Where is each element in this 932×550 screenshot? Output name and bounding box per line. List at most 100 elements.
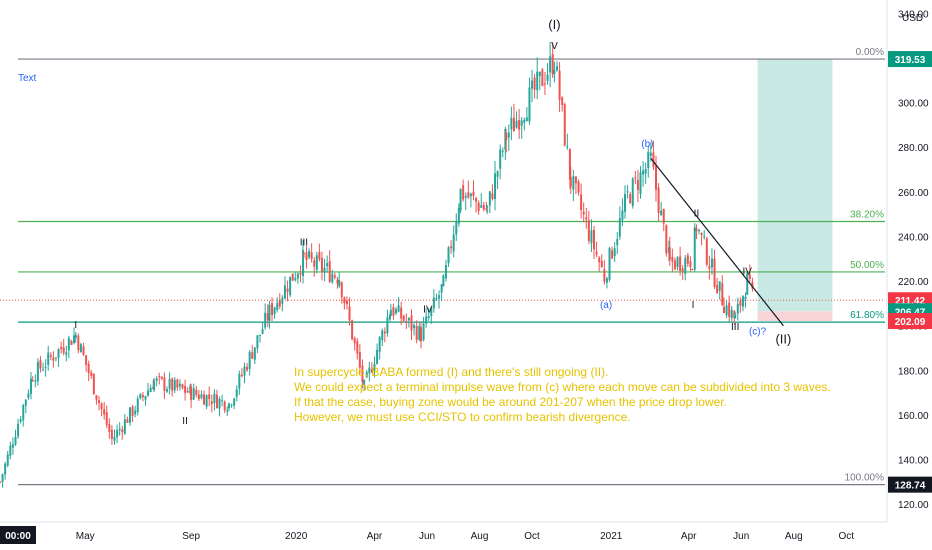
candle-body: [464, 195, 467, 198]
candle-body: [144, 396, 147, 400]
candle-body: [251, 352, 254, 359]
candle-body: [662, 208, 665, 224]
wave-label: (II): [775, 332, 791, 347]
candle-body: [546, 74, 549, 81]
candle-body: [315, 255, 318, 270]
candle-body: [195, 389, 198, 395]
candle-body: [39, 360, 42, 369]
candle-body: [386, 317, 389, 334]
candle-body: [455, 221, 458, 235]
candle-body: [397, 305, 400, 312]
candle-body: [261, 329, 264, 334]
candle-body: [668, 247, 671, 260]
wave-label: I: [74, 320, 77, 331]
candle-body: [580, 194, 583, 210]
candle-body: [472, 191, 475, 196]
candle-body: [533, 77, 536, 90]
candle-body: [698, 230, 701, 232]
candle-body: [605, 278, 608, 283]
candle-body: [410, 315, 413, 331]
candle-body: [553, 70, 556, 74]
candle-body: [17, 423, 20, 437]
candle-body: [77, 335, 80, 351]
candle-body: [294, 278, 297, 281]
fib-level-label: 50.00%: [850, 260, 884, 271]
candle-body: [389, 309, 392, 317]
candle-body: [595, 251, 598, 255]
candle-body: [368, 367, 371, 374]
candle-body: [644, 168, 647, 174]
candle-body: [141, 395, 144, 398]
candle-body: [178, 383, 181, 387]
candle-body: [427, 316, 430, 319]
price-tag-box: [888, 313, 932, 330]
candle-body: [419, 327, 422, 342]
candle-body: [686, 255, 689, 264]
candle-body: [710, 258, 713, 268]
candle-body: [748, 274, 751, 279]
candle-body: [278, 299, 281, 307]
candle-body: [582, 211, 585, 215]
position-loss-zone: [757, 311, 833, 322]
candle-body: [27, 393, 30, 398]
candle-body: [746, 273, 749, 295]
candle-body: [131, 406, 134, 417]
candle-body: [121, 429, 124, 433]
candle-body: [166, 389, 169, 392]
candle-body: [31, 380, 34, 382]
candle-body: [523, 119, 526, 123]
candle-body: [299, 273, 302, 275]
x-tick-label: Aug: [785, 531, 803, 542]
y-axis[interactable]: USD 120.00140.00160.00180.00200.00220.00…: [886, 0, 932, 522]
candle-body: [618, 218, 621, 237]
candle-body: [725, 305, 728, 316]
candle-body: [173, 379, 176, 391]
candle-body: [634, 177, 637, 179]
candle-body: [378, 337, 381, 352]
candle-body: [345, 300, 348, 305]
candle-body: [258, 334, 261, 336]
candle-body: [139, 393, 142, 399]
candle-body: [356, 341, 359, 354]
candle-body: [210, 401, 213, 405]
candle-body: [608, 248, 611, 280]
candle-body: [163, 377, 166, 391]
candle-body: [485, 208, 488, 210]
x-tick-label: Sep: [182, 531, 200, 542]
candle-body: [676, 257, 679, 268]
x-tick-label: Apr: [367, 531, 383, 542]
trendline[interactable]: [650, 158, 784, 327]
candle-body: [551, 54, 554, 75]
candle-body: [695, 228, 698, 232]
candle-body: [518, 120, 521, 130]
candle-body: [600, 260, 603, 268]
y-tick-label: 160.00: [898, 411, 929, 422]
candle-body: [65, 352, 68, 355]
candle-body: [190, 386, 193, 401]
candle-body: [549, 56, 552, 73]
candle-body: [684, 258, 687, 274]
candle-body: [741, 296, 744, 307]
candle-body: [693, 227, 696, 270]
candle-body: [413, 325, 416, 329]
candle-body: [281, 297, 284, 304]
x-axis[interactable]: 00:00 May Sep 2020 Apr Jun Aug Oct 2021 Apr Jun Aug…: [0, 521, 887, 544]
candle-body: [24, 399, 27, 406]
candle-body: [9, 445, 12, 456]
candle-body: [11, 444, 14, 448]
wave-label: I: [692, 300, 695, 311]
candle-body: [665, 225, 668, 254]
candle-body: [361, 365, 364, 383]
candle-body: [507, 132, 510, 138]
fib-level-label: 0.00%: [856, 47, 884, 58]
candle-body: [171, 378, 174, 391]
candle-body: [673, 260, 676, 270]
candle-body: [736, 304, 739, 314]
candle-body: [136, 398, 139, 413]
candle-body: [29, 378, 32, 394]
candle-body: [331, 273, 334, 283]
candle-body: [363, 380, 366, 385]
candle-body: [708, 266, 711, 269]
